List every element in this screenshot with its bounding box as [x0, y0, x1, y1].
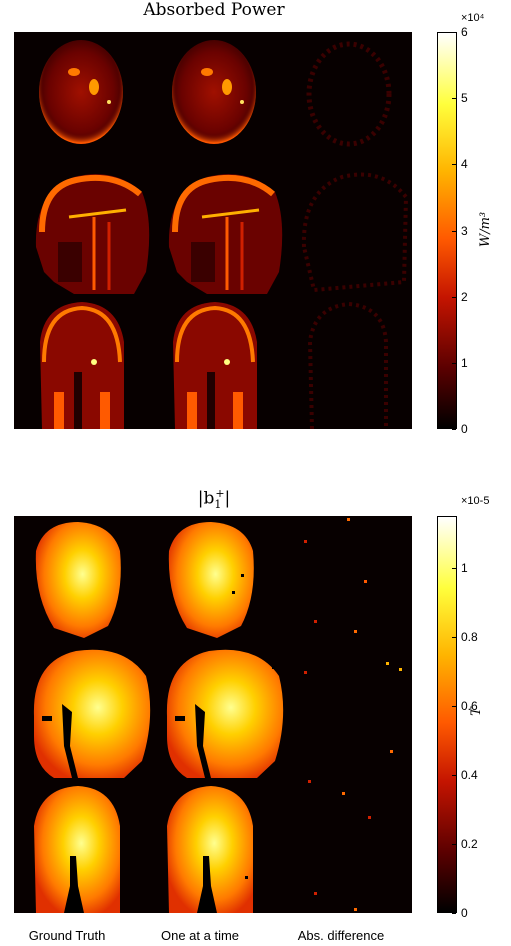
colorbar-tick-label: 6	[461, 25, 468, 39]
colorbar-tick-label: 0	[461, 422, 468, 436]
power-sagittal-abs-difference	[301, 172, 409, 293]
b1-axial-one-at-a-time	[168, 522, 254, 638]
colorbar-tick-mark	[452, 32, 456, 33]
b1-field-colorbar-unit: T	[468, 707, 484, 716]
chart-title-b1-field: |b1+|	[197, 487, 231, 512]
power-coronal-ground-truth	[40, 302, 124, 429]
colorbar-tick-label: 0.8	[461, 629, 478, 644]
b1-coronal-ground-truth	[34, 786, 120, 913]
colorbar-tick-label: 0.2	[461, 836, 478, 851]
colorbar-tick-mark	[452, 636, 456, 638]
colorbar-tick-label: 4	[461, 157, 468, 172]
colorbar-tick-label: 2	[461, 289, 468, 304]
colorbar-tick-label: 1	[461, 355, 468, 370]
power-sagittal-ground-truth	[35, 174, 150, 294]
power-coronal-one-at-a-time	[173, 302, 257, 429]
colorbar-tick-label: 1	[461, 560, 468, 575]
column-label-one-at-a-time: One at a time	[160, 928, 240, 943]
b1-axial-ground-truth	[35, 522, 121, 638]
colorbar-tick-mark	[452, 362, 456, 364]
colorbar-tick-mark	[452, 705, 456, 707]
absorbed-power-colorbar	[437, 32, 457, 429]
colorbar-tick-label: 5	[461, 91, 468, 106]
b1-sagittal-one-at-a-time	[166, 649, 284, 778]
b1-coronal-abs-difference	[308, 780, 371, 911]
b1-field-colorbar-ticks: 0 0.2 0.4 0.6 0.8 1	[452, 516, 497, 920]
colorbar-tick-mark	[452, 429, 456, 430]
colorbar-tick-mark	[452, 164, 456, 166]
b1-sagittal-ground-truth	[33, 649, 151, 778]
colorbar-tick-label: 3	[461, 223, 468, 238]
power-sagittal-one-at-a-time	[168, 174, 283, 294]
colorbar-tick-label: 0	[461, 906, 468, 920]
power-axial-abs-difference	[306, 41, 392, 147]
colorbar-tick-mark	[452, 843, 456, 845]
colorbar-tick-mark	[452, 913, 456, 914]
colorbar-tick-mark	[452, 296, 456, 298]
b1-coronal-one-at-a-time	[167, 786, 253, 913]
power-axial-ground-truth	[39, 40, 123, 144]
colorbar-tick-mark	[452, 774, 456, 776]
colorbar-tick-mark	[452, 98, 456, 100]
absorbed-power-colorbar-ticks: 0 1 2 3 4 5 6	[452, 25, 497, 436]
colorbar-tick-mark	[452, 230, 456, 232]
b1-field-colorbar-multiplier: ×10-5	[461, 495, 490, 507]
b1-field-image-panel	[14, 516, 412, 913]
power-coronal-abs-difference	[307, 301, 388, 429]
absorbed-power-image-panel	[14, 32, 412, 429]
absorbed-power-colorbar-unit: W/m³	[478, 211, 494, 248]
column-label-ground-truth: Ground Truth	[28, 928, 106, 943]
b1-sagittal-abs-difference	[304, 662, 402, 753]
colorbar-tick-mark	[452, 567, 456, 569]
power-axial-one-at-a-time	[172, 40, 256, 144]
colorbar-tick-label: 0.4	[461, 767, 478, 782]
column-label-abs-difference: Abs. difference	[297, 928, 385, 943]
colorbar-tick-label: 0.6	[461, 698, 478, 713]
chart-title-absorbed-power: Absorbed Power	[143, 0, 285, 20]
absorbed-power-colorbar-multiplier: ×10⁴	[461, 12, 485, 24]
b1-field-colorbar	[437, 516, 457, 913]
b1-axial-abs-difference	[304, 518, 367, 633]
